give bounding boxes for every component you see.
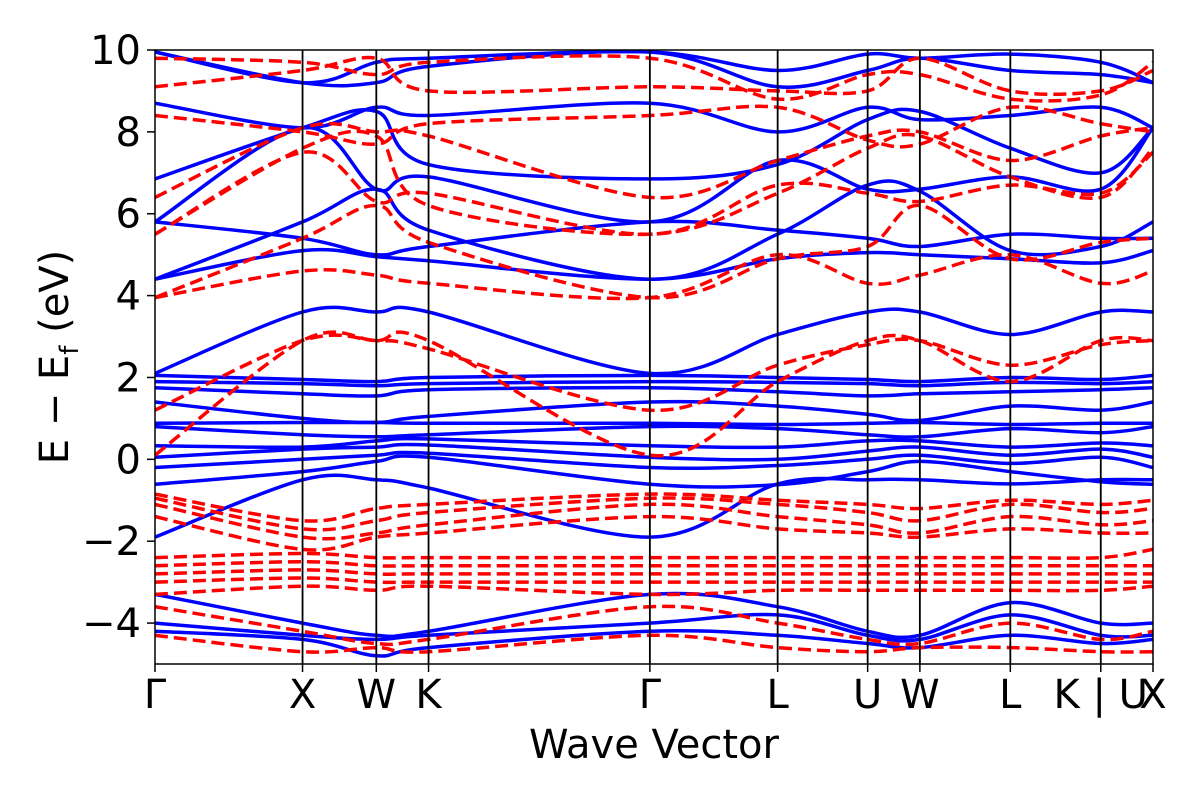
solid-band-1 <box>155 450 1153 471</box>
solid-band-5 <box>155 420 1153 427</box>
x-tick-label: Γ <box>639 672 662 718</box>
solid-band-19 <box>155 50 1153 85</box>
x-axis-title: Wave Vector <box>529 722 780 768</box>
dashed-band-5 <box>155 514 1153 552</box>
y-tick-label: 6 <box>116 192 141 238</box>
y-axis-title-subscript: f <box>55 345 85 355</box>
dashed-band-20 <box>155 633 1153 654</box>
solid-band-9 <box>155 373 1153 384</box>
dashed-band-2 <box>155 492 1153 523</box>
x-tick-label: L <box>766 672 789 718</box>
solid-band-3 <box>155 436 1153 450</box>
solid-band-14 <box>155 219 1153 257</box>
x-tick-label: U <box>853 672 882 718</box>
dashed-band-6 <box>155 547 1153 560</box>
y-tick-label: 4 <box>116 274 141 320</box>
solid-band-18 <box>155 50 1153 89</box>
solid-band-7 <box>155 385 1153 398</box>
x-tick-label: K | U <box>1054 672 1148 718</box>
band-series-layer <box>155 50 1153 658</box>
x-tick-label: L <box>999 672 1022 718</box>
dashed-band-13 <box>155 150 1153 236</box>
solid-band-8 <box>155 379 1153 388</box>
y-tick-label: 2 <box>116 355 141 401</box>
high-symmetry-lines <box>301 50 1102 664</box>
y-axis-ticks: −4 −2 0 2 4 6 8 10 <box>82 28 155 647</box>
y-tick-label: 8 <box>116 110 141 156</box>
dashed-band-3 <box>155 496 1153 532</box>
dashed-band-10 <box>155 584 1153 597</box>
solid-band-12 <box>155 247 1153 281</box>
dashed-band-14 <box>155 129 1153 237</box>
x-tick-label: X <box>1139 672 1166 718</box>
solid-band-15 <box>155 126 1153 224</box>
dashed-band-18 <box>155 54 1153 103</box>
dashed-band-4 <box>155 502 1153 541</box>
x-tick-label: Γ <box>144 672 167 718</box>
x-tick-label: W <box>900 672 940 718</box>
dashed-band-15 <box>155 121 1153 200</box>
solid-band-6 <box>155 399 1153 425</box>
y-axis-title-main: E − E <box>32 355 78 465</box>
y-tick-label: −4 <box>82 601 141 647</box>
dashed-band-11 <box>155 252 1153 301</box>
x-tick-label: W <box>357 672 397 718</box>
solid-band-13 <box>155 179 1153 281</box>
y-axis-title: E − Ef (eV) <box>32 250 85 465</box>
solid-band-20 <box>155 591 1153 640</box>
solid-band-16 <box>155 107 1153 181</box>
y-tick-label: −2 <box>82 519 141 565</box>
y-tick-label: 0 <box>116 437 141 483</box>
dashed-band-7 <box>155 559 1153 568</box>
dashed-band-8 <box>155 568 1153 576</box>
solid-band-2 <box>155 442 1153 462</box>
dashed-band-19 <box>155 604 1153 647</box>
solid-band-0 <box>155 454 1153 489</box>
solid-band-4 <box>155 424 1153 439</box>
y-axis-title-unit: (eV) <box>32 250 78 346</box>
y-tick-label: 10 <box>90 28 141 74</box>
plot-frame <box>154 49 1154 665</box>
x-tick-label: X <box>289 672 316 718</box>
x-tick-label: K <box>415 672 443 718</box>
dashed-band-17 <box>155 55 1153 97</box>
solid-band-10 <box>155 305 1153 376</box>
solid-band-17 <box>155 101 1153 134</box>
dashed-band-9 <box>155 576 1153 585</box>
